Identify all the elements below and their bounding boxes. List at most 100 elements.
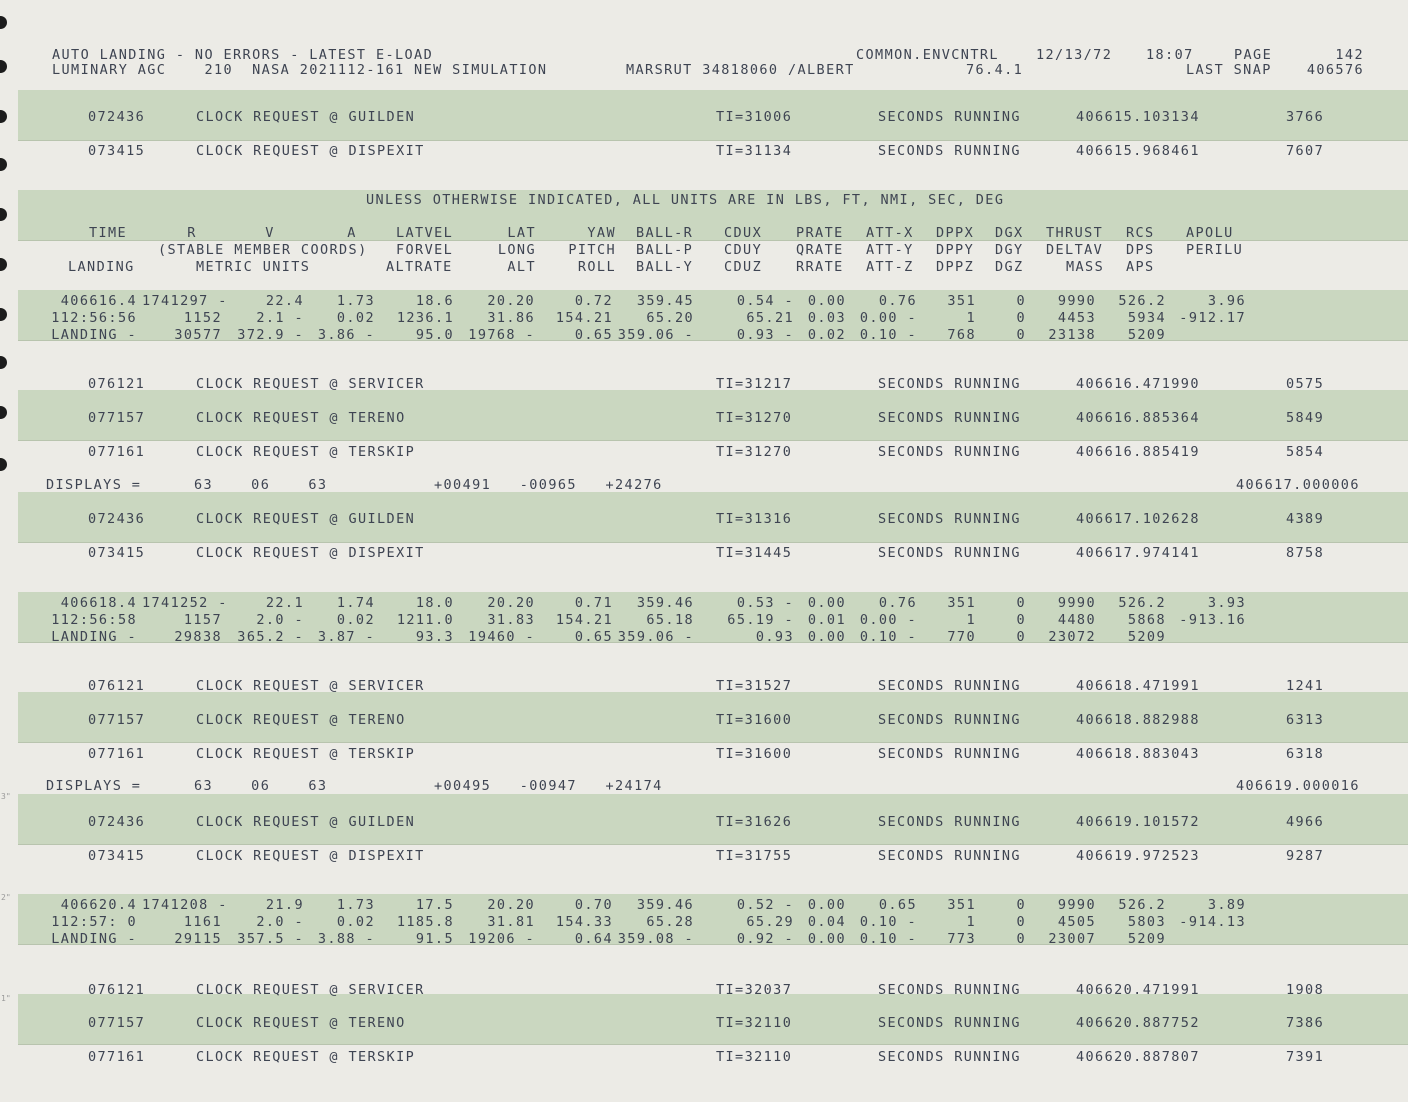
band-rule [18,742,1408,743]
clock-status: SECONDS RUNNING [878,511,1021,527]
telemetry-cell: 5209 [1127,327,1166,343]
band-rule [18,340,1408,341]
punch-hole-icon [0,356,7,369]
col-header-r: R [187,225,197,241]
page-number: 142 [1335,47,1364,63]
telemetry-cell: 1157 [183,612,222,628]
band-rule [18,542,1408,543]
telemetry-cell: 1 [966,612,976,628]
telemetry-cell: 0 [1016,293,1026,309]
clock-status: SECONDS RUNNING [878,746,1021,762]
col-header-aps: APS [1126,259,1155,275]
clock-seconds: 406616.885419 [1076,444,1200,460]
telemetry-cell: 406620.4 [60,897,137,913]
telemetry-cell: 95.0 [415,327,454,343]
clock-ti: TI=31316 [716,511,793,527]
clock-addr: 077157 [88,1015,146,1031]
run-time: 18:07 [1146,47,1194,63]
telemetry-cell: 1185.8 [396,914,454,930]
margin-mark: 3" [1,792,11,801]
telemetry-cell: 5803 [1127,914,1166,930]
col-header-alt: ALT [507,259,536,275]
col-header-pitch: PITCH [568,242,616,258]
displays-registers: +00491 -00965 +24276 [434,477,663,493]
clock-seconds: 406618.883043 [1076,746,1200,762]
margin-mark: 1" [1,994,11,1003]
clock-code: 9287 [1286,848,1325,864]
telemetry-cell: 351 [947,897,976,913]
col-header-att-x: ATT-X [866,225,914,241]
telemetry-cell: 31.81 [487,914,535,930]
telemetry-cell: 30577 [174,327,222,343]
clock-code: 3766 [1286,109,1325,125]
telemetry-cell: 0.76 [878,293,917,309]
telemetry-cell: 359.06 - [617,629,694,645]
punch-hole-icon [0,308,7,321]
green-band [18,190,1408,240]
telemetry-cell: 112:56:56 [51,310,137,326]
clock-code: 7607 [1286,143,1325,159]
band-rule [18,240,1408,241]
green-band [18,894,1408,944]
telemetry-cell: 351 [947,293,976,309]
telemetry-cell: 4480 [1057,612,1096,628]
clock-ti: TI=32110 [716,1015,793,1031]
telemetry-cell: LANDING - [51,629,137,645]
telemetry-cell: 23007 [1048,931,1096,947]
telemetry-cell: 526.2 [1118,293,1166,309]
col-header-dppz: DPPZ [936,259,975,275]
run-date: 12/13/72 [1036,47,1113,63]
telemetry-cell: LANDING - [51,931,137,947]
run-title: AUTO LANDING - NO ERRORS - LATEST E-LOAD [52,47,434,63]
clock-status: SECONDS RUNNING [878,848,1021,864]
green-band [18,794,1408,844]
green-band [18,390,1408,440]
clock-status: SECONDS RUNNING [878,814,1021,830]
clock-addr: 073415 [88,143,146,159]
clock-code: 6318 [1286,746,1325,762]
telemetry-cell: 526.2 [1118,595,1166,611]
col-header-forvel: FORVEL [396,242,454,258]
clock-ti: TI=32037 [716,982,793,998]
telemetry-cell: 359.45 [636,293,694,309]
clock-seconds: 406620.471991 [1076,982,1200,998]
displays-label: DISPLAYS = [46,477,142,493]
punch-hole-icon [0,208,7,221]
col-header-dppx: DPPX [936,225,975,241]
band-rule [18,844,1408,845]
clock-addr: 077157 [88,410,146,426]
telemetry-cell: 20.20 [487,293,535,309]
telemetry-cell: 65.28 [646,914,694,930]
telemetry-cell: 91.5 [415,931,454,947]
clock-ti: TI=31600 [716,712,793,728]
telemetry-cell: 770 [947,629,976,645]
col-header-att-y: ATT-Y [866,242,914,258]
telemetry-cell: 3.88 - [317,931,375,947]
clock-description: CLOCK REQUEST @ TERSKIP [196,1049,416,1065]
telemetry-cell: 773 [947,931,976,947]
clock-status: SECONDS RUNNING [878,678,1021,694]
telemetry-cell: -912.17 [1179,310,1246,326]
telemetry-cell: 0.70 [574,897,613,913]
clock-description: CLOCK REQUEST @ TERSKIP [196,746,416,762]
telemetry-cell: 1 [966,310,976,326]
telemetry-cell: 0.10 - [859,931,917,947]
telemetry-cell: 0.76 [878,595,917,611]
clock-description: CLOCK REQUEST @ DISPEXIT [196,848,425,864]
telemetry-cell: 2.0 - [256,612,304,628]
telemetry-cell: 65.29 [746,914,794,930]
green-band [18,90,1408,140]
clock-seconds: 406618.882988 [1076,712,1200,728]
punch-hole-icon [0,16,7,29]
telemetry-cell: 65.20 [646,310,694,326]
telemetry-cell: 359.46 [636,595,694,611]
clock-code: 8758 [1286,545,1325,561]
clock-description: CLOCK REQUEST @ SERVICER [196,982,425,998]
telemetry-cell: 0.10 - [859,914,917,930]
telemetry-cell: 0.52 - [736,897,794,913]
clock-status: SECONDS RUNNING [878,410,1021,426]
telemetry-cell: 23138 [1048,327,1096,343]
col-header-cdux: CDUX [724,225,763,241]
clock-ti: TI=31600 [716,746,793,762]
telemetry-cell: 5934 [1127,310,1166,326]
